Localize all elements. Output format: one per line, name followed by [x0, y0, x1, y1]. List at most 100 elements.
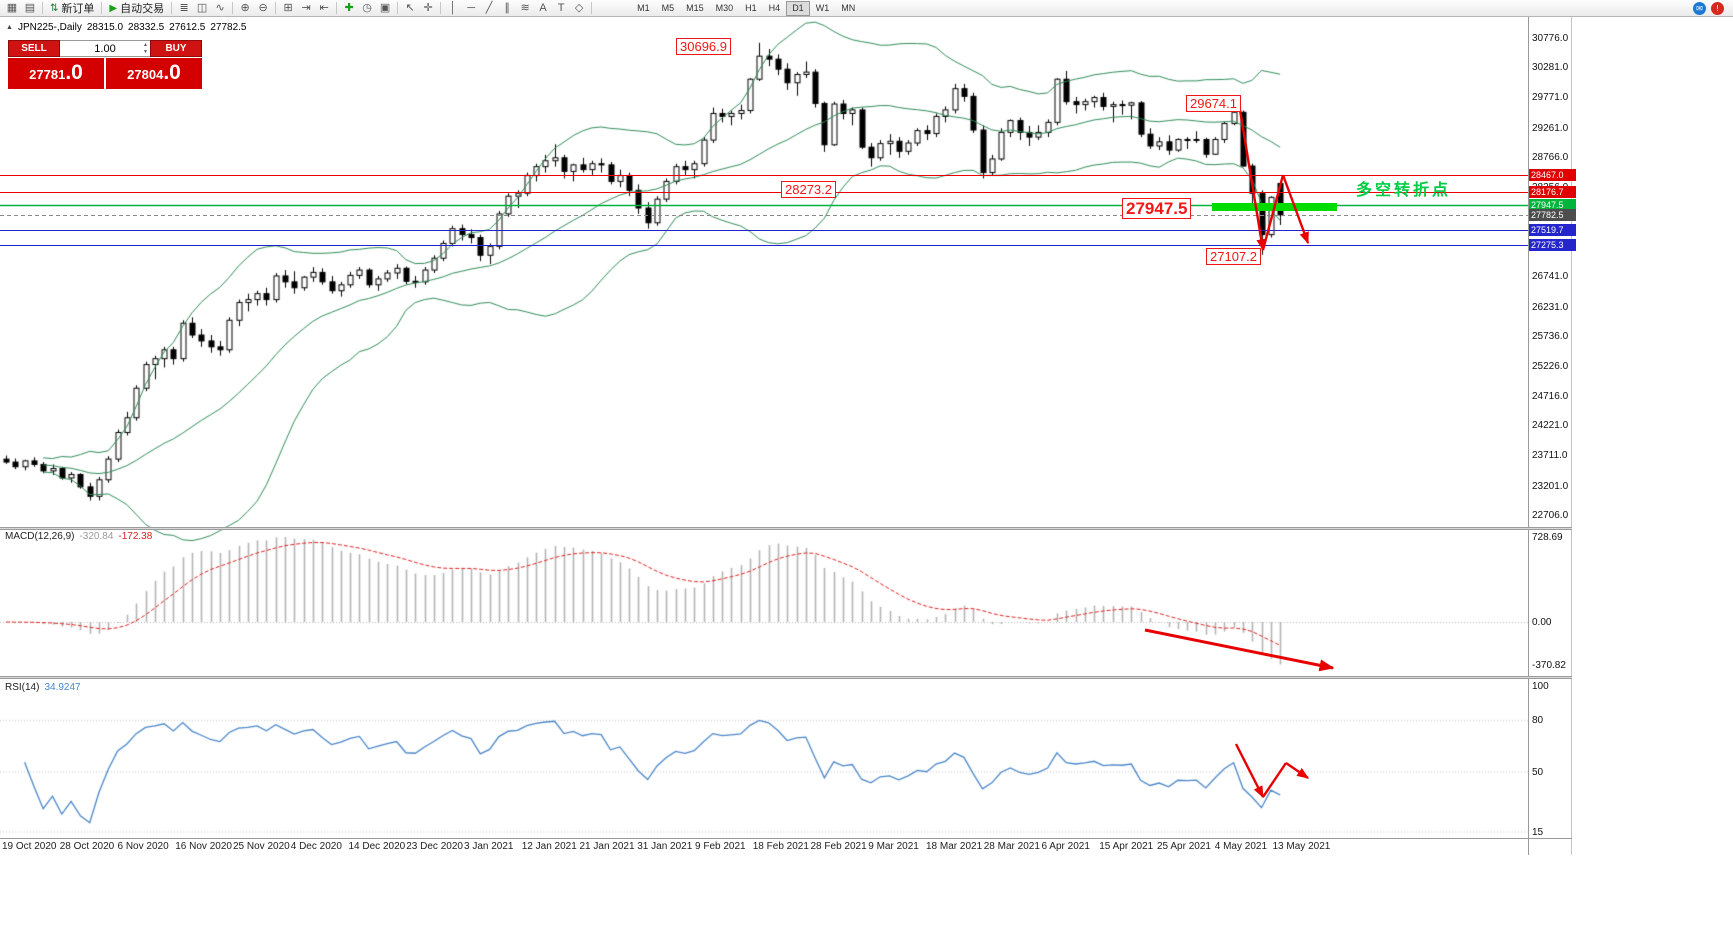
price-annotation-27947.5[interactable]: 27947.5: [1122, 198, 1192, 219]
time-axis-label: 13 May 2021: [1272, 841, 1331, 852]
time-axis-label: 18 Feb 2021: [752, 841, 809, 852]
price-axis-tick: 23201.0: [1532, 480, 1569, 492]
ohlc-low-value: 27612.5: [169, 22, 206, 33]
timeframe-MN[interactable]: MN: [841, 2, 856, 13]
periods-icon[interactable]: ◷: [362, 1, 372, 14]
price-annotation-27107.2[interactable]: 27107.2: [1206, 248, 1261, 265]
autotrading-button[interactable]: ▶ 自动交易: [105, 1, 168, 16]
main-toolbar: ▦ ▤ ⇅ 新订单 ▶ 自动交易 ≣ ◫ ∿ ⊕ ⊖ ⊞ ⇥ ⇤ ✚ ◷ ▣ ↖ ✛ │ ─ ╱ ∥ ≋ A T ◇ M1 M5 M15 M…: [0, 0, 1733, 17]
price-annotation-30696.9[interactable]: 30696.9: [676, 38, 731, 55]
crosshair-icon[interactable]: ✛: [423, 1, 433, 14]
text-icon[interactable]: A: [539, 1, 547, 14]
price-axis-tick: 29771.0: [1532, 92, 1569, 104]
autotrading-button-label: 自动交易: [120, 3, 165, 15]
time-axis-label: 28 Mar 2021: [983, 841, 1040, 852]
rsi-panel-splitter[interactable]: [0, 676, 1572, 679]
news-alert-icon[interactable]: !: [1711, 1, 1724, 15]
rsi-name: RSI(14): [5, 682, 40, 693]
time-axis-label: 16 Nov 2020: [175, 841, 232, 852]
timeframe-M30[interactable]: M30: [715, 2, 734, 13]
label-icon[interactable]: T: [557, 1, 565, 14]
zoom-in-icon[interactable]: ⊕: [240, 1, 250, 14]
timeframe-toolbar: M1 M5 M15 M30 H1 H4 D1 W1 MN: [631, 0, 861, 16]
time-axis-label: 28 Oct 2020: [59, 841, 115, 852]
buy-price-panel[interactable]: 27804 .0: [106, 58, 202, 89]
volume-down-icon[interactable]: ▼: [143, 49, 148, 55]
price-axis-tick: 30776.0: [1532, 33, 1569, 45]
new-order-button[interactable]: ⇅ 新订单: [46, 1, 98, 16]
new-order-button-label: 新订单: [61, 3, 95, 15]
trend-note-text[interactable]: 多空转折点: [1356, 182, 1452, 199]
timeframe-H1[interactable]: H1: [745, 2, 757, 13]
time-axis-label: 6 Nov 2020: [117, 841, 169, 852]
channel-icon[interactable]: ∥: [504, 1, 510, 14]
time-axis-label: 4 Dec 2020: [290, 841, 342, 852]
axis-price-badge-28176.7: 28176.7: [1529, 185, 1576, 198]
timeframe-M1[interactable]: M1: [637, 2, 650, 13]
line-chart-icon[interactable]: ∿: [215, 1, 225, 14]
horizontal-line-icon[interactable]: ─: [467, 1, 475, 14]
price-annotation-28273.2[interactable]: 28273.2: [781, 181, 836, 198]
volume-spinner[interactable]: ▲ ▼: [143, 42, 148, 56]
time-axis-label: 3 Jan 2021: [464, 841, 514, 852]
chart-shift-icon[interactable]: ⇤: [319, 1, 329, 14]
macd-indicator-label: MACD(12,26,9) -320.84 -172.38: [5, 531, 152, 542]
one-click-trading-panel: SELL 1.00 ▲ ▼ BUY 27781 .0 27804 .0: [8, 40, 202, 89]
symbol-period-label: JPN225-,Daily: [17, 22, 82, 33]
auto-scroll-icon[interactable]: ⇥: [301, 1, 311, 14]
time-axis-divider: [0, 838, 1572, 839]
toolbar-separator: [591, 2, 593, 14]
time-axis-label: 25 Nov 2020: [233, 841, 290, 852]
trendline-icon[interactable]: ╱: [485, 1, 493, 14]
macd-panel-splitter[interactable]: [0, 527, 1572, 530]
zoom-out-icon[interactable]: ⊖: [258, 1, 268, 14]
toolbar-separator: [440, 2, 442, 14]
price-axis-tick: 24221.0: [1532, 420, 1569, 432]
timeframe-W1[interactable]: W1: [815, 2, 830, 13]
volume-input[interactable]: 1.00 ▲ ▼: [60, 40, 150, 57]
timeframe-D1[interactable]: D1: [786, 0, 810, 16]
bar-chart-icon[interactable]: ≣: [179, 1, 189, 14]
community-chat-icon[interactable]: ✉: [1693, 1, 1706, 15]
cursor-icon[interactable]: ↖: [405, 1, 415, 14]
fibonacci-icon[interactable]: ≋: [520, 1, 530, 14]
candlestick-chart-icon[interactable]: ◫: [196, 1, 208, 14]
time-axis-label: 19 Oct 2020: [2, 841, 57, 852]
arrows-icon[interactable]: ◇: [574, 1, 584, 14]
buy-button[interactable]: BUY: [150, 40, 202, 57]
timeframe-M15[interactable]: M15: [686, 2, 704, 13]
vertical-line-icon[interactable]: │: [449, 1, 457, 14]
macd-axis-tick: 728.69: [1532, 532, 1563, 543]
templates-icon[interactable]: ▣: [379, 1, 391, 14]
time-axis-label: 15 Apr 2021: [1099, 841, 1154, 852]
buy-price-pips: .0: [163, 61, 181, 84]
toolbar-separator: [275, 2, 277, 14]
time-axis-label: 18 Mar 2021: [926, 841, 983, 852]
sell-price-panel[interactable]: 27781 .0: [8, 58, 104, 89]
price-axis-tick: 26741.0: [1532, 271, 1569, 283]
time-axis-label: 9 Mar 2021: [868, 841, 919, 852]
time-axis-label: 25 Apr 2021: [1157, 841, 1211, 852]
time-axis-label: 14 Dec 2020: [348, 841, 406, 852]
timeframe-H4[interactable]: H4: [768, 2, 781, 13]
sell-button[interactable]: SELL: [8, 40, 60, 57]
macd-name: MACD(12,26,9): [5, 531, 75, 542]
profiles-icon[interactable]: ▤: [24, 1, 36, 14]
indicators-icon[interactable]: ✚: [344, 1, 354, 14]
toolbar-separator: [171, 2, 173, 14]
tile-windows-icon[interactable]: ⊞: [283, 1, 293, 14]
rsi-axis-tick: 80: [1532, 715, 1544, 726]
price-axis-tick: 29261.0: [1532, 122, 1569, 134]
axis-price-badge-27947.5: 27947.5: [1529, 199, 1576, 212]
volume-up-icon[interactable]: ▲: [143, 42, 148, 48]
one-click-price-row: 27781 .0 27804 .0: [8, 58, 202, 89]
volume-value: 1.00: [94, 42, 116, 55]
price-annotation-29674.1[interactable]: 29674.1: [1186, 95, 1241, 112]
new-chart-icon[interactable]: ▦: [6, 1, 18, 14]
toolbar-separator: [42, 2, 43, 14]
price-axis-tick: 25226.0: [1532, 360, 1569, 372]
time-axis-label: 28 Feb 2021: [810, 841, 867, 852]
timeframe-M5[interactable]: M5: [661, 2, 675, 13]
